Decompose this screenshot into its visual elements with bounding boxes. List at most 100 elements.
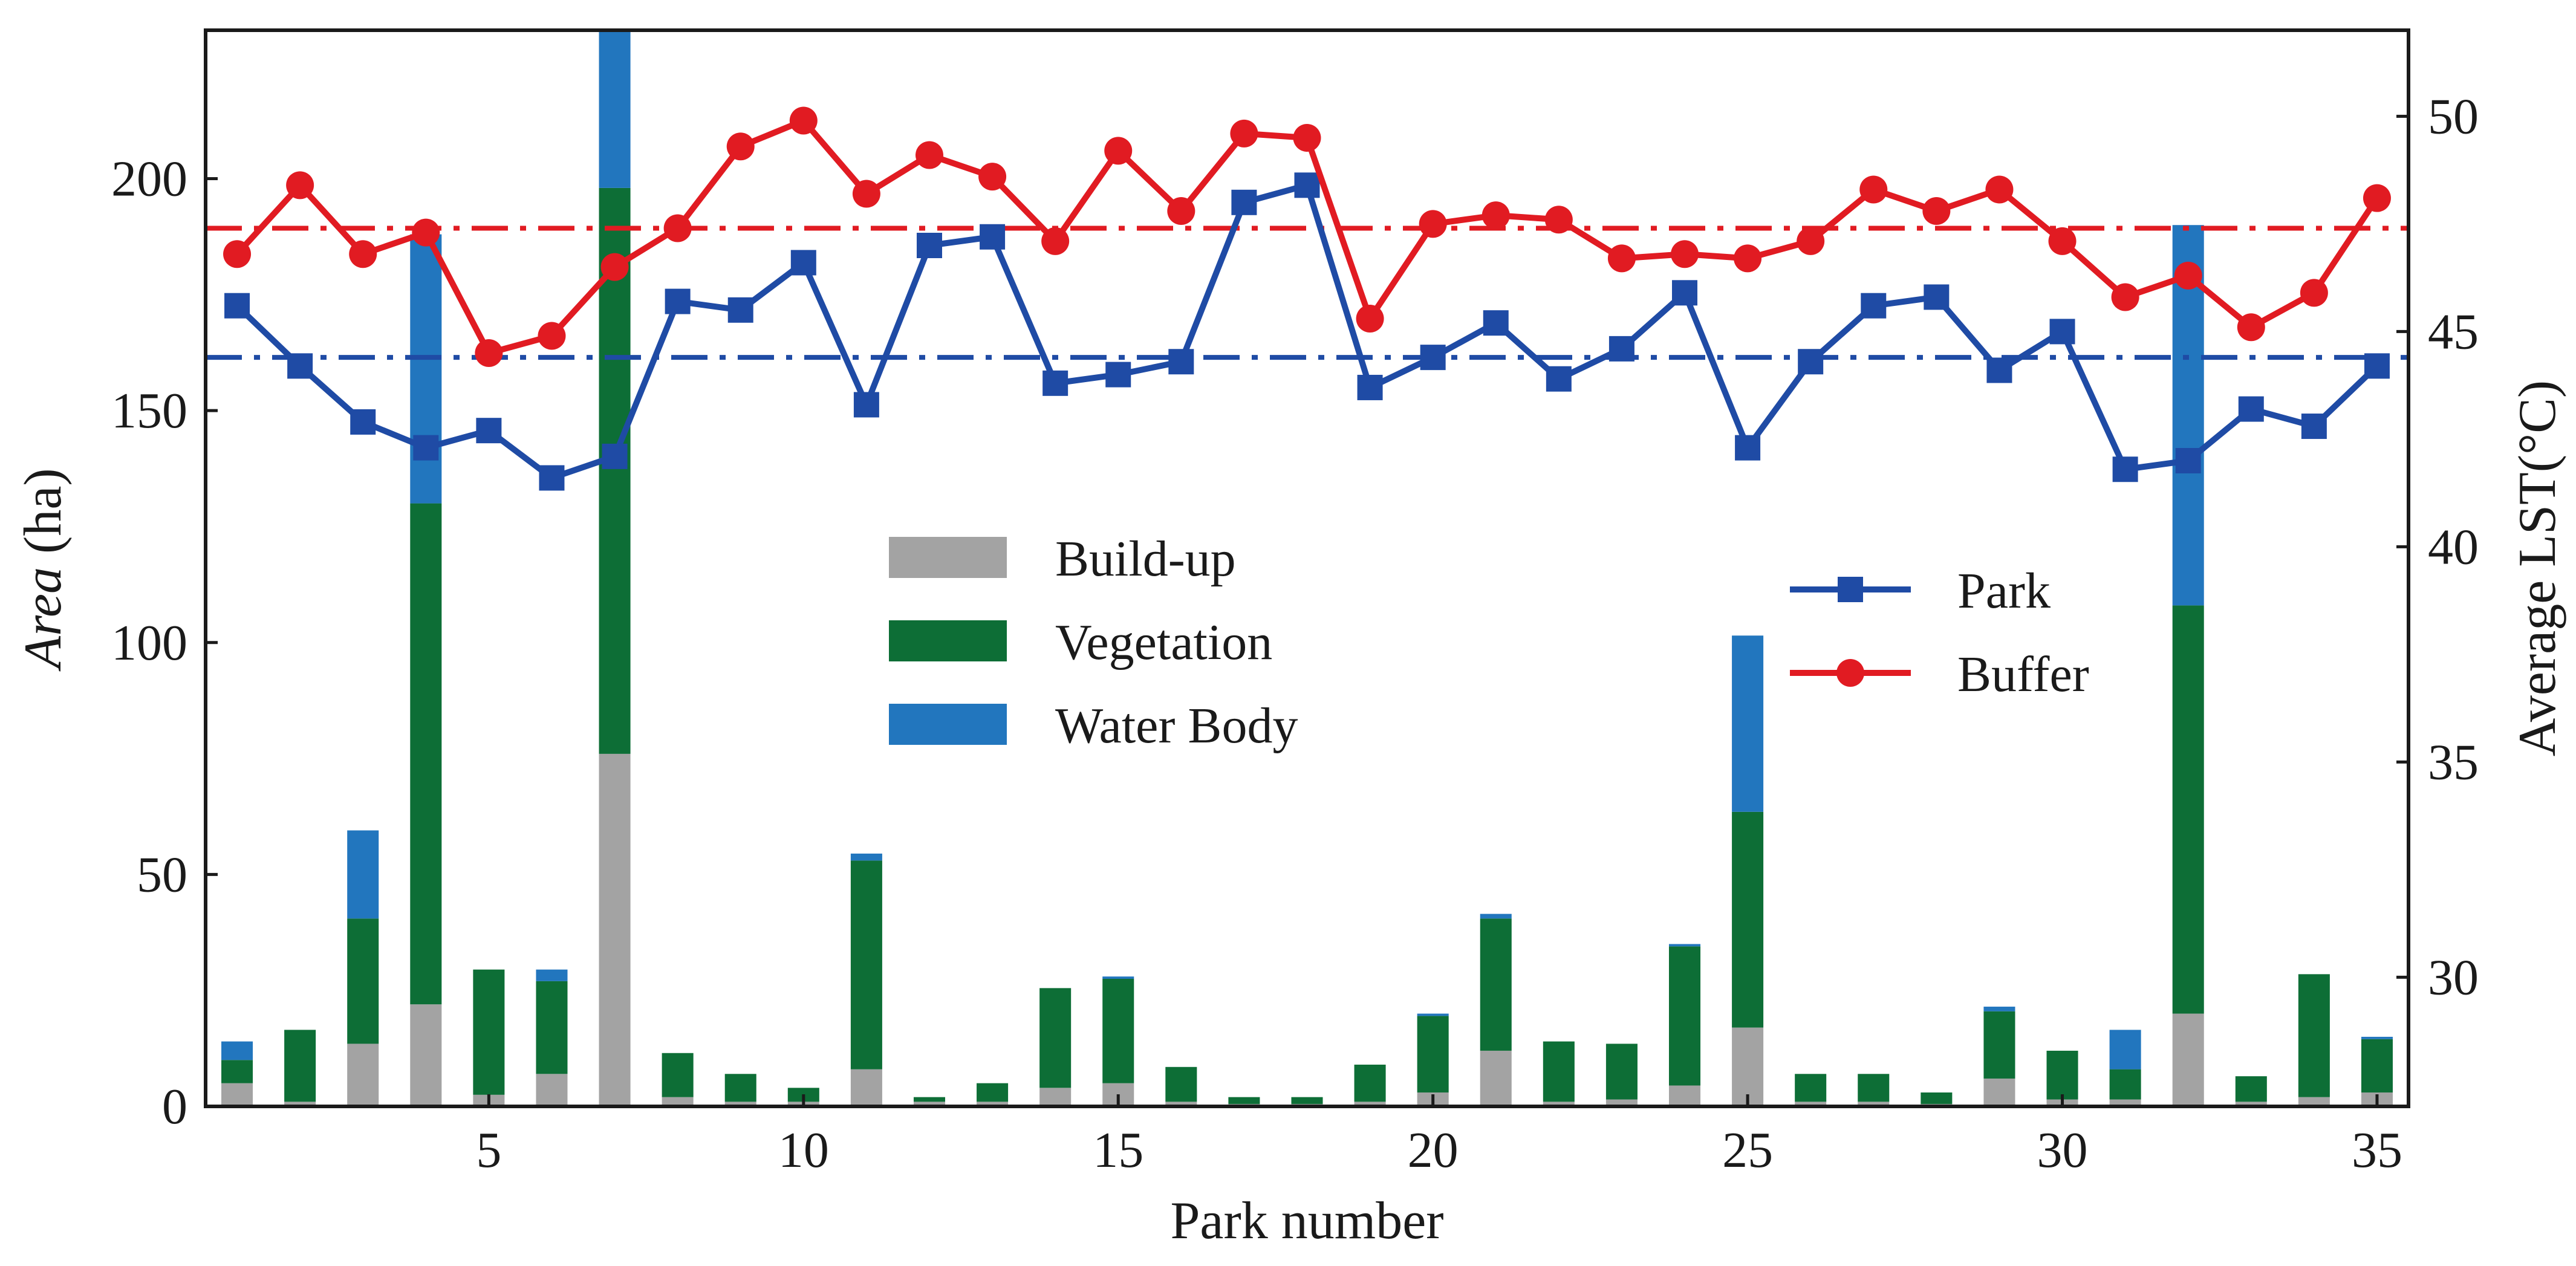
- point-park-2: [287, 353, 313, 379]
- point-buffer-33: [2237, 313, 2265, 342]
- point-park-25: [1735, 435, 1761, 461]
- bar-build-up-14: [1039, 1088, 1072, 1106]
- bar-layer: [221, 30, 2393, 1106]
- point-buffer-5: [475, 339, 503, 367]
- point-park-34: [2301, 414, 2327, 440]
- bar-vegetation-4: [410, 503, 442, 1005]
- bar-vegetation-24: [1668, 946, 1701, 1086]
- bar-water-body-31: [2109, 1030, 2141, 1070]
- bar-vegetation-11: [850, 860, 882, 1070]
- y-left-tick-label-100: 100: [111, 615, 187, 671]
- plot-frame: [204, 28, 2410, 1108]
- y-left-tick-label-50: 50: [137, 846, 187, 903]
- point-park-14: [1042, 370, 1068, 396]
- point-buffer-7: [600, 253, 629, 281]
- point-park-7: [602, 443, 628, 469]
- legend-swatch-build-up: [889, 537, 1007, 578]
- y-left-tick-label-0: 0: [162, 1079, 187, 1135]
- bar-vegetation-22: [1543, 1041, 1575, 1102]
- bar-water-body-15: [1102, 976, 1134, 979]
- bar-water-body-11: [850, 853, 882, 861]
- bar-vegetation-6: [536, 981, 568, 1074]
- bar-build-up-13: [977, 1102, 1009, 1106]
- bar-water-body-3: [347, 830, 379, 919]
- y-right-tick-label-35: 35: [2428, 734, 2479, 790]
- point-park-16: [1168, 349, 1194, 375]
- point-buffer-3: [349, 240, 377, 268]
- point-park-21: [1483, 310, 1509, 336]
- point-buffer-27: [1859, 175, 1888, 204]
- y-axis-left-title: Area (ha): [14, 468, 73, 671]
- bar-build-up-7: [599, 753, 631, 1106]
- point-buffer-25: [1734, 244, 1762, 273]
- point-park-33: [2238, 396, 2264, 422]
- bar-build-up-1: [221, 1083, 253, 1106]
- y-right-tick-label-40: 40: [2428, 519, 2479, 575]
- bar-build-up-21: [1480, 1050, 1512, 1106]
- bar-vegetation-20: [1417, 1016, 1449, 1092]
- bar-vegetation-26: [1795, 1074, 1827, 1102]
- bar-vegetation-27: [1858, 1074, 1890, 1102]
- point-park-6: [539, 465, 565, 491]
- bar-build-up-8: [662, 1097, 694, 1106]
- point-park-20: [1420, 345, 1446, 371]
- point-buffer-34: [2300, 279, 2328, 307]
- point-park-26: [1798, 349, 1824, 375]
- bar-vegetation-29: [1983, 1011, 2015, 1079]
- point-buffer-28: [1922, 197, 1951, 226]
- point-buffer-9: [726, 132, 755, 161]
- bar-water-body-7: [599, 30, 631, 188]
- y-left-tick-label-200: 200: [111, 151, 187, 207]
- x-tick-label-20: 20: [1408, 1122, 1459, 1178]
- point-park-3: [350, 409, 376, 435]
- bar-water-body-1: [221, 1041, 253, 1060]
- point-buffer-24: [1671, 240, 1699, 268]
- point-buffer-12: [915, 141, 943, 169]
- point-park-8: [665, 288, 691, 314]
- point-buffer-29: [1985, 175, 2014, 204]
- x-tick-label-30: 30: [2037, 1122, 2088, 1178]
- point-buffer-10: [789, 106, 818, 135]
- point-park-18: [1294, 172, 1320, 198]
- legend-label-park: Park: [1957, 563, 2051, 619]
- bar-vegetation-32: [2172, 605, 2204, 1014]
- point-park-10: [790, 250, 816, 276]
- bar-vegetation-8: [662, 1053, 694, 1097]
- point-buffer-18: [1293, 124, 1321, 152]
- point-buffer-20: [1419, 210, 1447, 238]
- bar-build-up-22: [1543, 1102, 1575, 1106]
- x-axis-title: Park number: [1170, 1192, 1443, 1250]
- point-buffer-2: [286, 171, 314, 200]
- line-layer: [223, 106, 2391, 491]
- bar-vegetation-3: [347, 918, 379, 1044]
- legend-marker-park: [1838, 577, 1863, 602]
- x-tick-label-15: 15: [1093, 1122, 1143, 1178]
- bar-build-up-6: [536, 1074, 568, 1106]
- bar-build-up-11: [850, 1069, 882, 1106]
- point-park-12: [916, 233, 942, 258]
- point-buffer-19: [1356, 305, 1384, 333]
- legend-swatch-vegetation: [889, 620, 1007, 661]
- bar-vegetation-9: [724, 1074, 756, 1102]
- bar-water-body-20: [1417, 1013, 1449, 1016]
- bar-water-body-6: [536, 969, 568, 981]
- bar-water-body-25: [1732, 635, 1764, 812]
- point-park-29: [1986, 357, 2012, 383]
- bar-vegetation-30: [2046, 1050, 2078, 1100]
- point-park-31: [2112, 456, 2138, 482]
- bar-build-up-12: [913, 1102, 946, 1106]
- bar-build-up-29: [1983, 1078, 2015, 1106]
- bar-vegetation-13: [977, 1083, 1009, 1102]
- bar-water-body-35: [2361, 1036, 2393, 1039]
- y-axis-left: 0 50 100 150 200: [111, 151, 218, 1135]
- bar-vegetation-31: [2109, 1069, 2141, 1100]
- bar-build-up-4: [410, 1004, 442, 1106]
- bar-build-up-32: [2172, 1013, 2204, 1106]
- bar-water-body-29: [1983, 1007, 2015, 1011]
- x-tick-label-5: 5: [476, 1122, 501, 1178]
- bar-build-up-27: [1858, 1102, 1890, 1106]
- x-axis: 5 10 15 20 25 30 35: [476, 1094, 2402, 1178]
- legend-label-vegetation: Vegetation: [1055, 614, 1272, 670]
- legend-label-buffer: Buffer: [1957, 646, 2089, 703]
- bar-build-up-3: [347, 1044, 379, 1106]
